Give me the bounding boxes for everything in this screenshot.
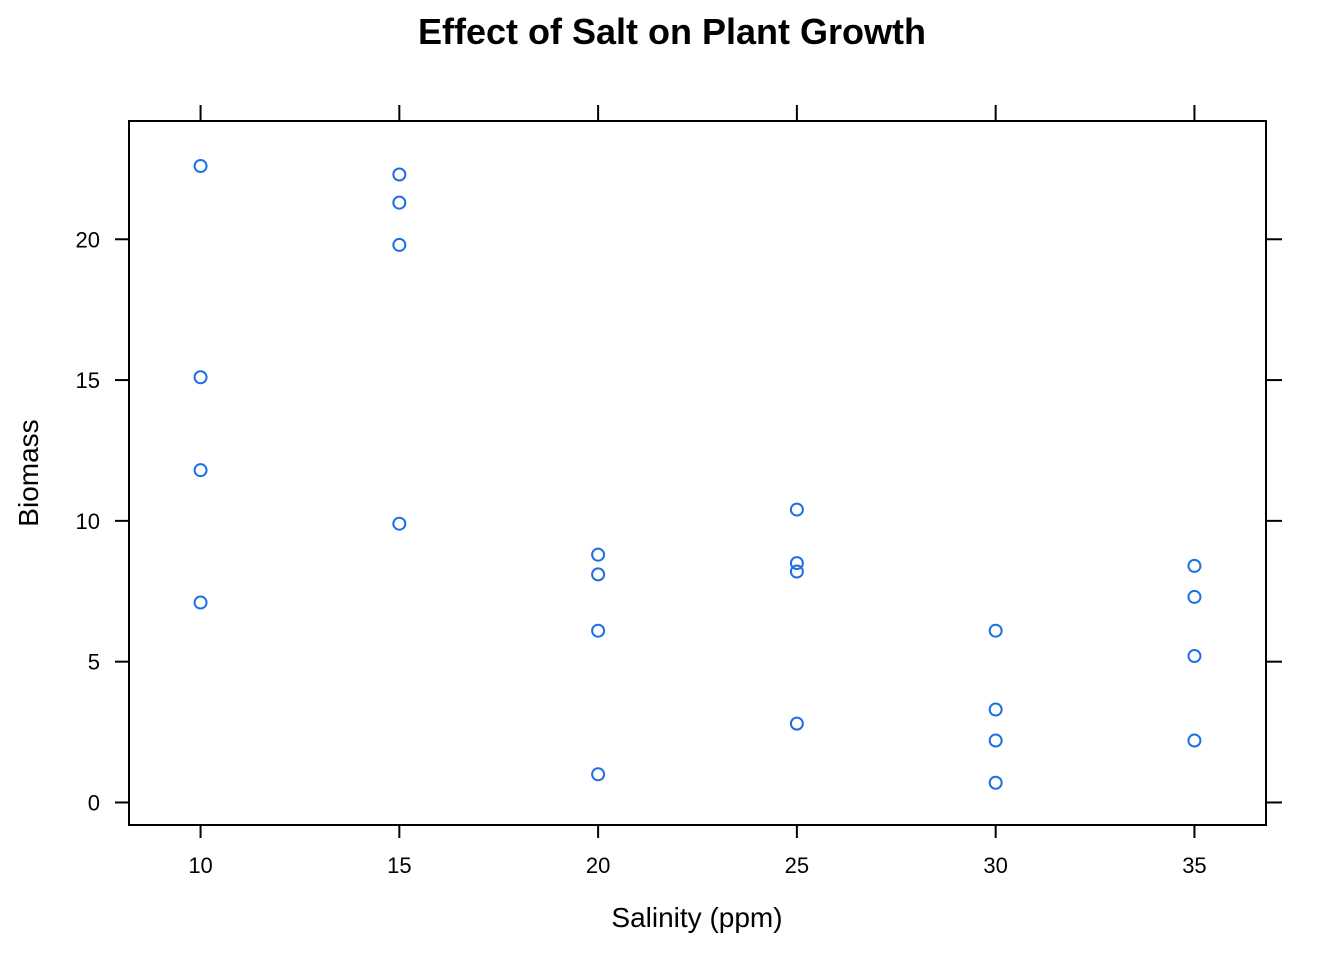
data-point <box>1187 589 1202 604</box>
data-point <box>193 595 208 610</box>
x-tick-label: 10 <box>188 853 212 878</box>
data-point <box>392 237 407 252</box>
data-point <box>789 716 804 731</box>
x-tick-label: 35 <box>1182 853 1206 878</box>
plot-frame <box>128 120 1267 826</box>
data-point <box>789 564 804 579</box>
data-point <box>392 516 407 531</box>
data-point <box>789 556 804 571</box>
data-point <box>1187 649 1202 664</box>
data-point <box>988 733 1003 748</box>
data-point <box>193 370 208 385</box>
data-point <box>789 502 804 517</box>
y-axis-label: Biomass <box>13 419 44 526</box>
data-point <box>1187 733 1202 748</box>
data-point <box>988 623 1003 638</box>
x-tick-label: 25 <box>785 853 809 878</box>
y-tick-label: 20 <box>76 227 100 252</box>
data-point <box>988 775 1003 790</box>
data-point <box>193 463 208 478</box>
x-axis: 10 15 20 25 30 35 <box>188 105 1207 878</box>
y-axis: 0 5 10 15 20 <box>76 227 1282 815</box>
y-tick-label: 5 <box>88 650 100 675</box>
x-tick-label: 30 <box>983 853 1007 878</box>
x-tick-label: 15 <box>387 853 411 878</box>
data-point <box>591 547 606 562</box>
data-point <box>392 195 407 210</box>
chart-title: Effect of Salt on Plant Growth <box>418 11 926 52</box>
data-point <box>1187 558 1202 573</box>
data-point <box>392 167 407 182</box>
y-tick-label: 0 <box>88 790 100 815</box>
y-tick-label: 10 <box>76 509 100 534</box>
x-tick-label: 20 <box>586 853 610 878</box>
data-points <box>193 159 1202 790</box>
data-point <box>193 159 208 174</box>
data-point <box>988 702 1003 717</box>
y-tick-label: 15 <box>76 368 100 393</box>
x-axis-label: Salinity (ppm) <box>611 902 782 933</box>
data-point <box>591 567 606 582</box>
data-point <box>591 767 606 782</box>
data-point <box>591 623 606 638</box>
